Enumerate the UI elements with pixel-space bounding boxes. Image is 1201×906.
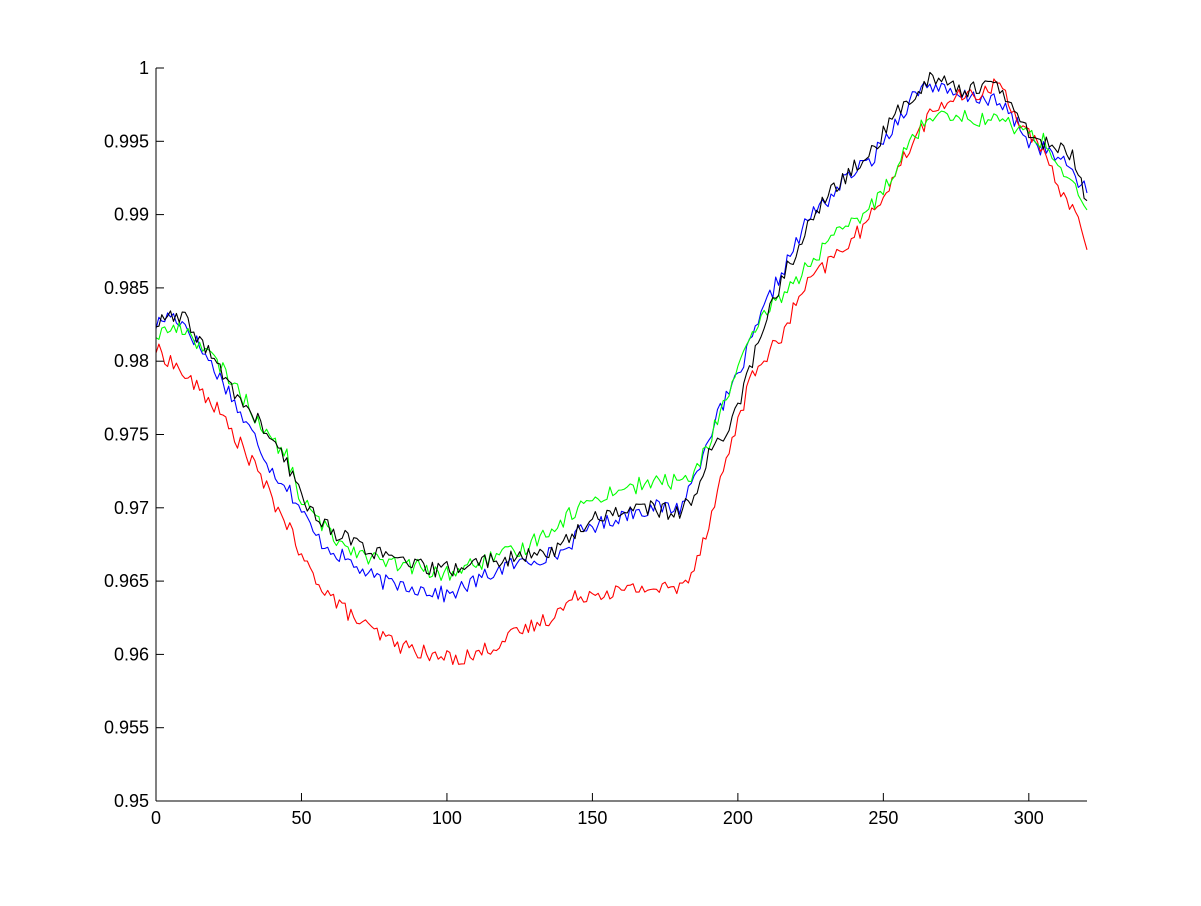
y-tick-label: 0.965 [104, 571, 149, 591]
series-line-1 [155, 81, 1088, 603]
series-line-4 [155, 71, 1088, 578]
x-tick-label: 100 [432, 808, 462, 828]
y-tick-label: 0.99 [114, 205, 149, 225]
y-tick-label: 0.975 [104, 425, 149, 445]
x-tick-label: 150 [577, 808, 607, 828]
y-tick-label: 1 [139, 58, 149, 78]
series-line-2 [155, 78, 1088, 666]
x-tick-label: 300 [1014, 808, 1044, 828]
axes-group: 0.95 0.955 0.96 0.965 0.97 0.975 0.98 0.985 0.99… [104, 58, 1087, 828]
y-tick-label: 0.995 [104, 131, 149, 151]
x-tick-label: 50 [291, 808, 311, 828]
x-tick-label: 200 [723, 808, 753, 828]
series-line-3 [155, 109, 1088, 581]
y-tick-label: 0.97 [114, 498, 149, 518]
y-tick-label: 0.955 [104, 718, 149, 738]
x-tick-label: 0 [151, 808, 161, 828]
y-tick-label: 0.95 [114, 791, 149, 811]
y-tick-label: 0.98 [114, 351, 149, 371]
y-tick-label: 0.96 [114, 644, 149, 664]
x-tick-label: 250 [868, 808, 898, 828]
y-tick-label: 0.985 [104, 278, 149, 298]
series-group [155, 71, 1088, 666]
